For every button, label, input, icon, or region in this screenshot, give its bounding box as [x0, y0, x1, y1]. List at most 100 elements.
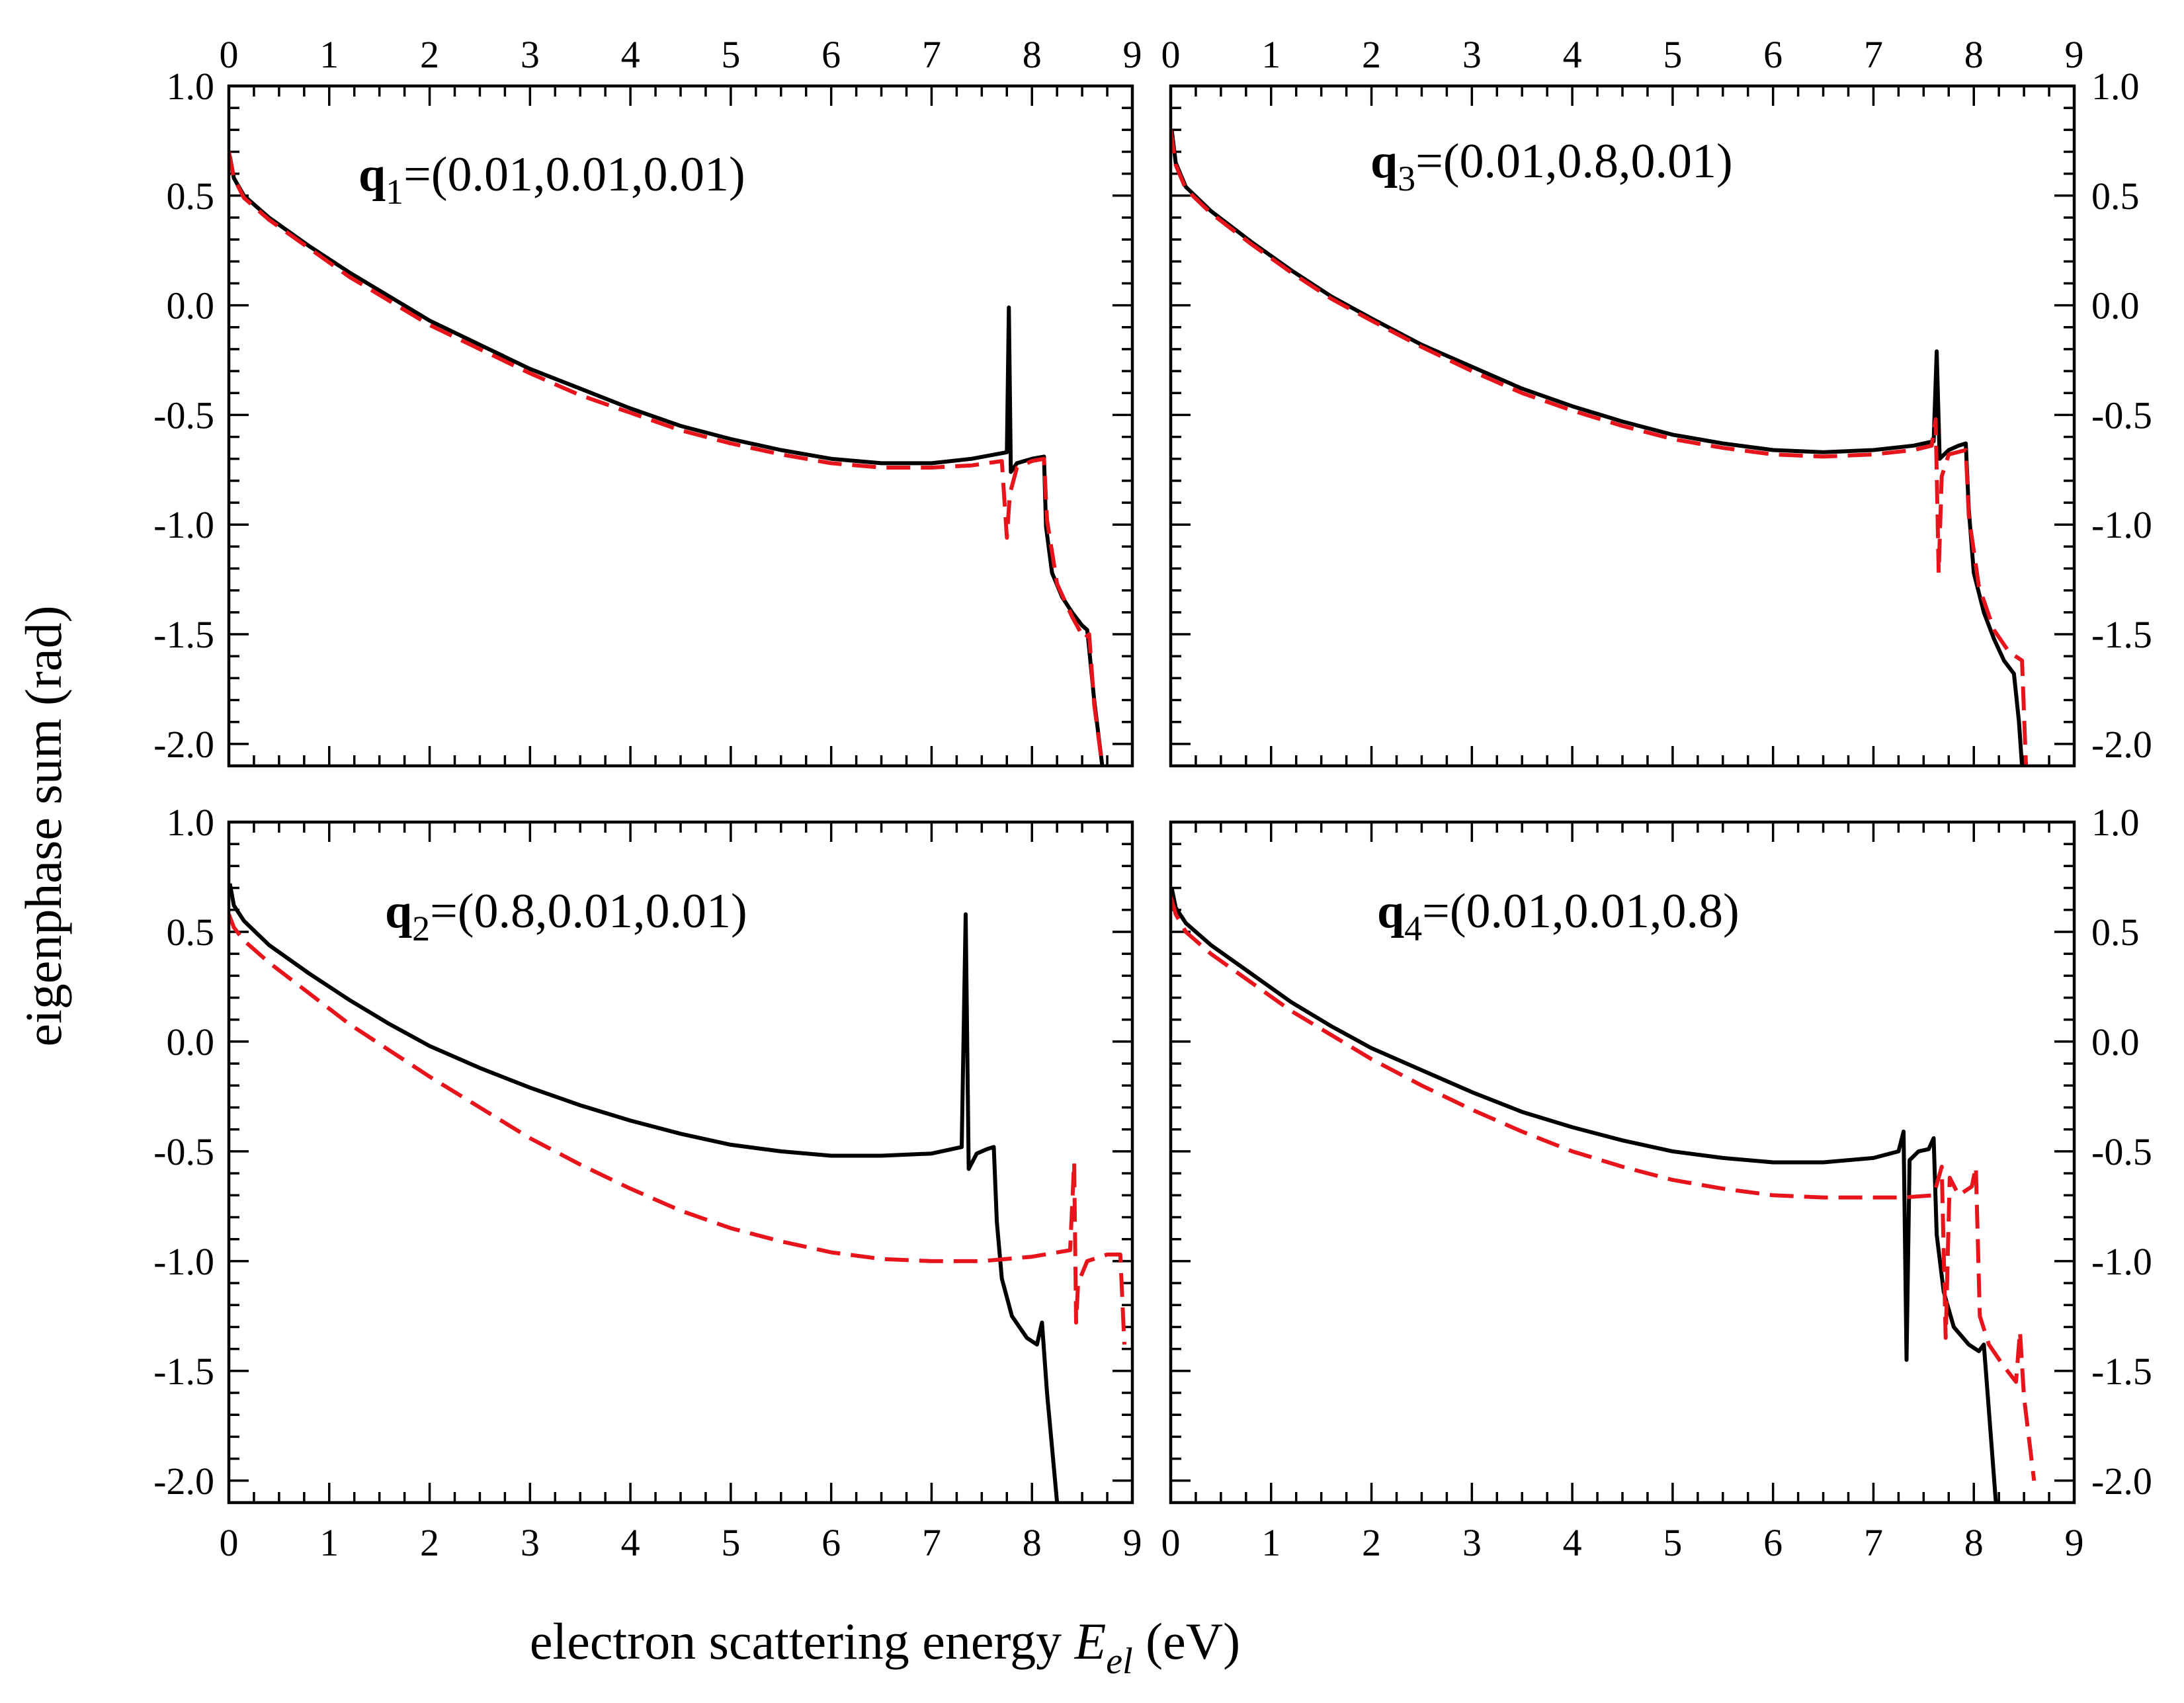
- top-x-tick-label: 5: [1663, 33, 1682, 76]
- panel-frame: [1169, 820, 2076, 1505]
- right-y-tick-label: -1.0: [2091, 1240, 2152, 1283]
- left-y-tick-label: -2.0: [153, 1460, 214, 1503]
- red-dashed-series: [229, 913, 1126, 1345]
- panel-label-vector: =(0.8,0.01,0.01): [430, 884, 747, 938]
- top-x-tick-label: 1: [1261, 33, 1281, 76]
- top-x-tick-label: 7: [922, 33, 941, 76]
- left-y-tick-label: -0.5: [153, 1130, 214, 1173]
- panel-label-q: q: [1370, 134, 1398, 188]
- bottom-x-tick-label: 8: [1023, 1521, 1042, 1564]
- x-axis-title-prefix: electron scattering energy: [530, 1612, 1075, 1670]
- panel-label-subscript: 3: [1398, 159, 1415, 198]
- left-y-tick-label: 0.0: [167, 284, 215, 327]
- right-y-tick-label: -0.5: [2091, 1130, 2152, 1173]
- top-x-tick-label: 6: [1763, 33, 1783, 76]
- panel-frame: [227, 820, 1134, 1505]
- left-y-tick-label: 1.0: [167, 801, 215, 844]
- panel-label-q: q: [358, 147, 386, 202]
- bottom-x-tick-label: 0: [1161, 1521, 1181, 1564]
- top-x-tick-label: 2: [1362, 33, 1381, 76]
- left-y-tick-label: 0.0: [167, 1020, 215, 1063]
- right-y-tick-label: -1.5: [2091, 613, 2152, 656]
- red-dashed-series: [1171, 129, 2029, 766]
- panel-label-q: q: [1377, 884, 1404, 938]
- right-y-tick-label: 0.5: [2091, 911, 2140, 954]
- left-y-tick-label: -1.0: [153, 503, 214, 546]
- right-y-tick-label: 0.0: [2091, 1020, 2140, 1063]
- top-x-tick-label: 9: [2065, 33, 2084, 76]
- panel-label-subscript: 2: [412, 909, 430, 948]
- panel-label-subscript: 4: [1404, 909, 1422, 948]
- black-solid-series: [1171, 888, 1998, 1503]
- panel-label: q1=(0.01,0.01,0.01): [358, 147, 745, 212]
- top-x-tick-label: 8: [1023, 33, 1042, 76]
- bottom-x-tick-label: 5: [1663, 1521, 1682, 1564]
- bottom-x-tick-label: 9: [2065, 1521, 2084, 1564]
- top-x-tick-label: 5: [721, 33, 740, 76]
- top-x-tick-label: 6: [821, 33, 841, 76]
- red-dashed-series: [229, 151, 1105, 766]
- bottom-x-tick-label: 7: [1864, 1521, 1883, 1564]
- x-axis-title: electron scattering energy Eel (eV): [530, 1612, 1240, 1682]
- panel-bottom-left: q2=(0.8,0.01,0.01)0 1 2 3 4 5 6 7 8 91.00.50.0-0.…: [153, 801, 1142, 1564]
- top-x-tick-label: 7: [1864, 33, 1883, 76]
- panel-label-q: q: [385, 884, 412, 938]
- panel-bottom-right: q4=(0.01,0.01,0.8)0 1 2 3 4 5 6 7 8 91.00.50.0-0.…: [1161, 801, 2152, 1564]
- bottom-x-tick-label: 2: [420, 1521, 439, 1564]
- bottom-x-tick-label: 1: [319, 1521, 339, 1564]
- left-y-tick-label: 0.5: [167, 911, 215, 954]
- top-x-tick-label: 3: [1462, 33, 1482, 76]
- panel-frame: [1169, 84, 2076, 768]
- bottom-x-tick-label: 4: [621, 1521, 640, 1564]
- right-y-tick-label: 0.5: [2091, 175, 2140, 218]
- top-x-tick-label: 4: [1563, 33, 1582, 76]
- black-solid-series: [229, 883, 1060, 1503]
- top-x-tick-label: 9: [1123, 33, 1142, 76]
- bottom-x-tick-label: 6: [1763, 1521, 1783, 1564]
- panel-top-right: q3=(0.01,0.8,0.01)0 1 2 3 4 5 6 7 8 91.00.50.0-0.…: [1161, 33, 2152, 768]
- panel-frame: [227, 84, 1134, 768]
- bottom-x-tick-label: 1: [1261, 1521, 1281, 1564]
- bottom-x-tick-label: 0: [220, 1521, 239, 1564]
- left-y-tick-label: 1.0: [167, 65, 215, 108]
- x-axis-title-unit: (eV): [1133, 1612, 1240, 1670]
- right-y-tick-label: 1.0: [2091, 801, 2140, 844]
- bottom-x-tick-label: 6: [821, 1521, 841, 1564]
- left-y-tick-label: -1.5: [153, 613, 214, 656]
- y-axis-title: eigenphase sum (rad): [15, 605, 72, 1046]
- bottom-x-tick-label: 3: [1462, 1521, 1482, 1564]
- right-y-tick-label: -2.0: [2091, 1460, 2152, 1503]
- bottom-x-tick-label: 9: [1123, 1521, 1142, 1564]
- black-solid-series: [1171, 129, 2025, 766]
- panel-label-subscript: 1: [386, 172, 403, 212]
- top-x-tick-label: 2: [420, 33, 439, 76]
- left-y-tick-label: -1.0: [153, 1240, 214, 1283]
- top-x-tick-label: 0: [220, 33, 239, 76]
- red-dashed-series: [1171, 896, 2037, 1481]
- x-axis-title-subscript: el: [1106, 1641, 1132, 1682]
- left-y-tick-label: -1.5: [153, 1350, 214, 1393]
- left-y-tick-label: -0.5: [153, 394, 214, 436]
- panel-top-left: q1=(0.01,0.01,0.01)0 1 2 3 4 5 6 7 8 91.00.50.0-0…: [153, 33, 1142, 768]
- bottom-x-tick-label: 7: [922, 1521, 941, 1564]
- panels: q1=(0.01,0.01,0.01)0 1 2 3 4 5 6 7 8 91.00.50.0-0…: [153, 33, 2152, 1564]
- right-y-tick-label: -1.5: [2091, 1350, 2152, 1393]
- left-y-tick-label: -2.0: [153, 723, 214, 766]
- panel-label: q4=(0.01,0.01,0.8): [1377, 884, 1740, 948]
- right-y-tick-label: -1.0: [2091, 503, 2152, 546]
- bottom-x-tick-label: 2: [1362, 1521, 1381, 1564]
- bottom-x-tick-label: 5: [721, 1521, 740, 1564]
- panel-label-vector: =(0.01,0.01,0.8): [1422, 884, 1740, 938]
- panel-label-vector: =(0.01,0.8,0.01): [1415, 134, 1733, 188]
- top-x-tick-label: 1: [319, 33, 339, 76]
- panel-label-vector: =(0.01,0.01,0.01): [403, 147, 745, 202]
- right-y-tick-label: 0.0: [2091, 284, 2140, 327]
- bottom-x-tick-label: 4: [1563, 1521, 1582, 1564]
- top-x-tick-label: 0: [1161, 33, 1181, 76]
- panel-label: q3=(0.01,0.8,0.01): [1370, 134, 1733, 198]
- right-y-tick-label: -2.0: [2091, 723, 2152, 766]
- bottom-x-tick-label: 8: [1964, 1521, 1984, 1564]
- x-axis-title-variable: E: [1074, 1612, 1107, 1670]
- right-y-tick-label: 1.0: [2091, 65, 2140, 108]
